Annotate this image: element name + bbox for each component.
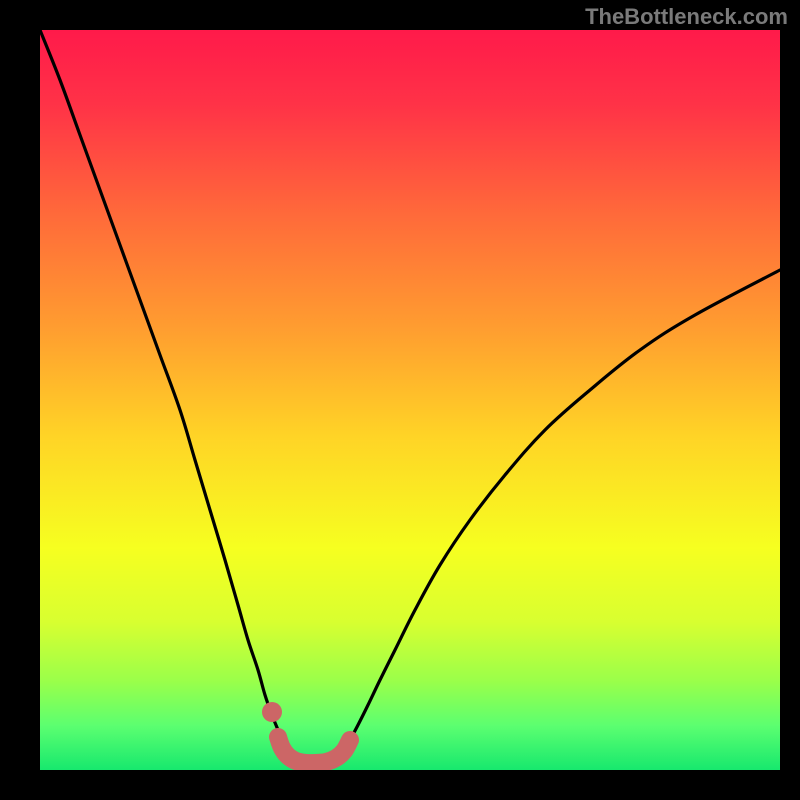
- chart-container: TheBottleneck.com: [0, 0, 800, 800]
- marker-point: [262, 702, 282, 722]
- optimal-range-marker: [278, 737, 350, 763]
- curve-overlay: [40, 30, 780, 770]
- plot-area: [40, 30, 780, 770]
- watermark-text: TheBottleneck.com: [585, 4, 788, 30]
- curve-left-branch: [40, 30, 282, 740]
- curve-right-branch: [350, 270, 780, 740]
